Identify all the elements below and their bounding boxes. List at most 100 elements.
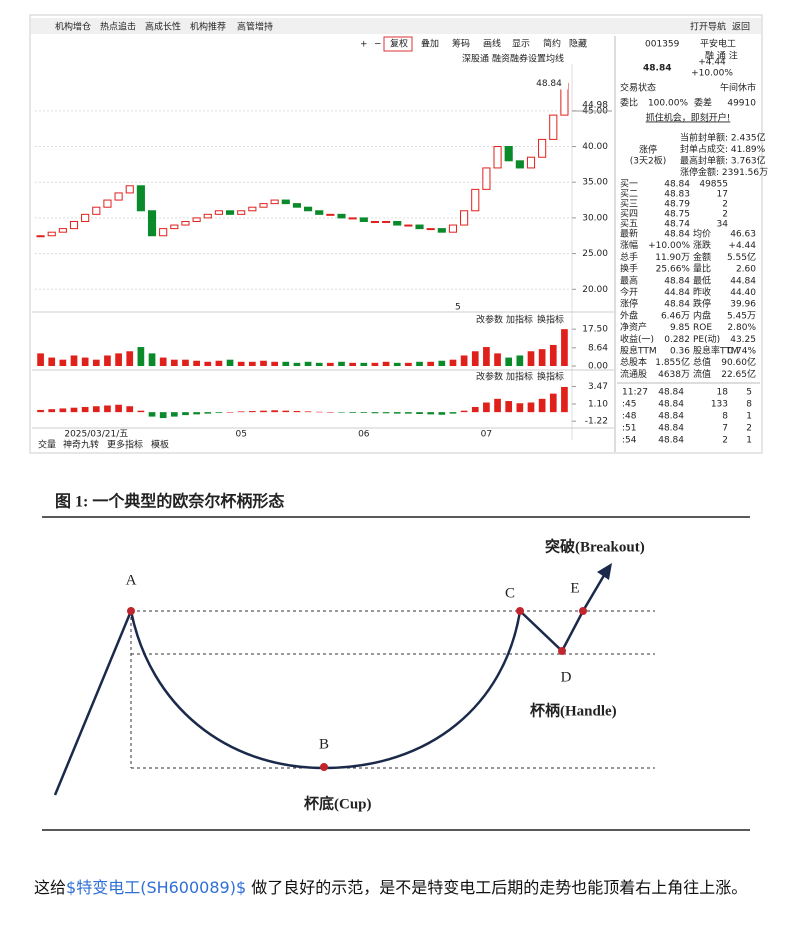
panel-tool[interactable]: 改参数 [476,314,503,326]
panel-tool[interactable]: 改参数 [476,371,503,383]
points [127,607,587,771]
stat-label: 涨幅 [620,239,638,251]
bottom-tab[interactable]: 交量 [38,439,56,451]
chart-link[interactable]: 深股通 [462,54,489,65]
bar [349,412,356,413]
change-pct: +10.00% [691,69,733,79]
bar [48,409,56,413]
nav-link[interactable]: 打开导航 [690,21,726,33]
bar [393,362,401,366]
stat-value: 11.90万 [655,253,690,263]
trade-time: :51 [622,424,636,434]
candle [225,210,235,215]
bar [405,412,412,414]
stat-value: 0.282 [664,335,690,345]
toolbar-item[interactable]: 隐藏 [569,38,587,50]
limit-days: (3天2板) [630,155,666,167]
bar [226,359,234,366]
stat-value: +10.00% [648,241,690,251]
candle [292,203,301,208]
toolbar-item[interactable]: + [360,40,368,50]
stat-label: 今开 [620,286,638,298]
breakout-label: 突破(Breakout) [545,537,645,555]
candle [437,228,446,233]
panel-tool[interactable]: 加指标 [506,314,533,326]
panel-tool[interactable]: 换指标 [537,314,564,326]
bar [315,411,323,413]
bar [137,347,145,366]
bar [59,408,67,413]
stat-label: 金额 [693,251,711,263]
panel-tool[interactable]: 加指标 [506,371,533,383]
book-price: 48.83 [664,190,690,200]
stat-label: 收益(一) [620,333,654,345]
candle [170,224,179,230]
stock-link[interactable]: $特变电工(SH600089)$ [66,878,247,897]
toolbar-item[interactable]: 叠加 [421,39,439,50]
toolbar-item[interactable]: 筹码 [452,38,470,50]
stat-value: 5.55亿 [727,251,756,263]
panel-tool[interactable]: 换指标 [537,371,564,383]
bottom-tab[interactable]: 神奇九转 [63,439,99,451]
last-price: 48.84 [643,64,671,74]
candle [393,220,402,226]
toolbar-item[interactable]: 简约 [543,38,561,50]
bar [260,360,267,366]
trade-price: 48.84 [658,424,684,434]
trade-price: 48.84 [658,412,684,422]
status-label: 交易状态 [620,82,656,94]
stat-value: 2.80% [727,323,756,333]
candle [192,217,201,222]
tab[interactable]: 机构推荐 [190,21,226,33]
bar [438,412,446,415]
tab[interactable]: 高成长性 [145,21,181,33]
bar [271,410,278,413]
bar [360,362,368,366]
trade-price: 48.84 [658,400,684,410]
y-tick-label: 30.00 [582,213,608,223]
bar [48,357,56,366]
bar [561,329,568,366]
tab[interactable]: 热点追击 [100,21,136,33]
bottom-tab[interactable]: 更多指标 [107,439,143,451]
trade-count: 1 [746,436,752,446]
cup-handle-shape [53,571,608,796]
post-after: 做了良好的示范，是不是特变电工后期的走势也能顶着右上角往上涨。 [246,878,748,897]
cursor-label: 44.98 [582,100,608,110]
toolbar-item[interactable]: − [374,40,382,50]
ad[interactable]: 抓住机会，即刻开户! [646,112,731,124]
stat-label: 换手 [620,263,638,275]
bar [148,412,156,417]
point-label: A [126,572,137,588]
bar [81,406,89,413]
stat-label: 总股本 [620,356,647,368]
candle [147,210,157,237]
nav-link[interactable]: 返回 [732,21,750,33]
ratio-cell: 委比 [620,97,638,109]
toolbar-item[interactable]: 复权 [390,38,408,50]
bar [483,347,490,366]
bar [304,361,312,366]
point-label: B [319,736,329,752]
bar [327,362,334,366]
bar [505,357,513,366]
tab-bar [31,18,761,34]
bar [81,357,89,366]
fuquan-box[interactable] [383,36,413,52]
bar [549,344,557,366]
bar [382,412,390,414]
toolbar-item[interactable]: 显示 [512,39,530,50]
bar [193,360,200,366]
chart-link[interactable]: 融资融券 [492,53,528,65]
tab[interactable]: 高管增持 [237,21,273,33]
bar [449,359,457,366]
bottom-tab[interactable]: 模板 [151,439,169,451]
stock-name: 平安电工 [700,38,736,50]
candle [136,185,145,212]
chart-link[interactable]: 设置均线 [528,53,564,65]
tab[interactable]: 机构增仓 [55,21,91,33]
toolbar-item[interactable]: 画线 [483,38,501,50]
bar [561,386,568,413]
bar [170,359,178,366]
bar [427,361,435,366]
